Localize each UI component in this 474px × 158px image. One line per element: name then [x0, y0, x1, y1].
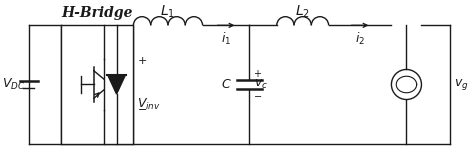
Text: $-$: $-$ [137, 103, 147, 113]
Text: $L_2$: $L_2$ [295, 3, 310, 20]
Text: $L_1$: $L_1$ [161, 3, 175, 20]
Polygon shape [108, 75, 126, 94]
Text: $v_c$: $v_c$ [254, 78, 268, 91]
Text: $i_2$: $i_2$ [355, 31, 365, 47]
Text: $v_g$: $v_g$ [454, 77, 469, 92]
Text: $+$: $+$ [253, 68, 262, 79]
Text: H-Bridge: H-Bridge [61, 6, 133, 20]
Bar [61, 25, 133, 144]
Text: $V_{DC}$: $V_{DC}$ [2, 77, 26, 92]
Text: $C$: $C$ [221, 78, 232, 91]
Text: $i_1$: $i_1$ [221, 31, 231, 47]
Text: $V_{inv}$: $V_{inv}$ [137, 97, 161, 112]
Text: $-$: $-$ [253, 90, 262, 100]
Text: $+$: $+$ [137, 55, 147, 66]
